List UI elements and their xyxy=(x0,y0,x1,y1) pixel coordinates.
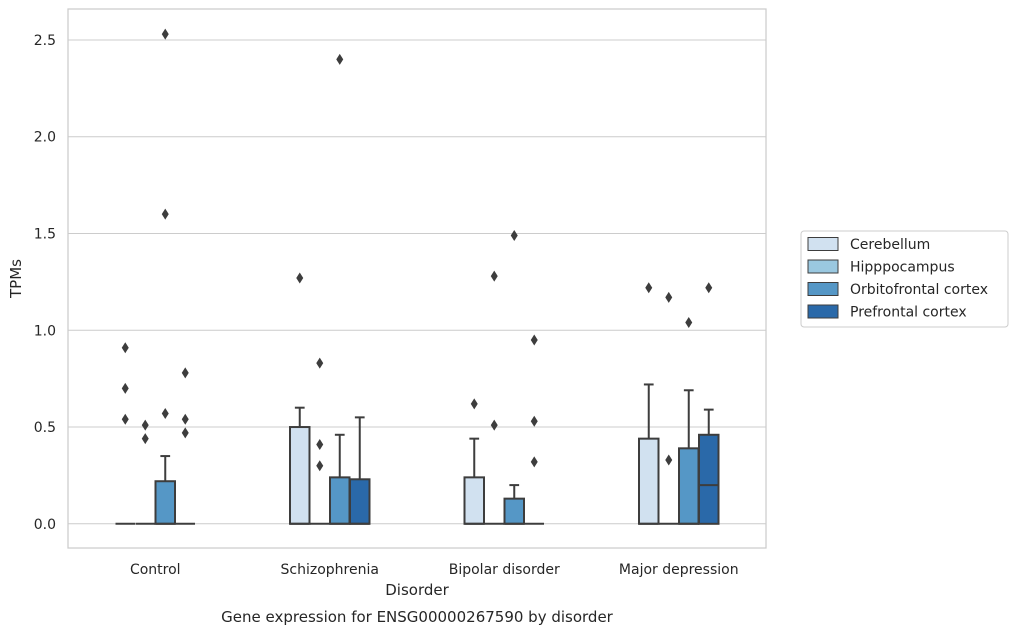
box-cerebellum-control xyxy=(115,342,135,525)
outlier-point xyxy=(141,433,149,445)
y-axis-ticks: 0.0 0.5 1.0 1.5 2.0 2.5 xyxy=(34,33,56,533)
box-prefrontal-cortex-major-depression xyxy=(698,282,720,525)
outlier-point xyxy=(316,357,324,369)
outlier-point xyxy=(121,382,129,394)
legend-label-cerebellum: Cerebellum xyxy=(850,237,930,253)
box-prefrontal-cortex-schizophrenia xyxy=(349,416,371,525)
box-orbitofrontal-cortex-major-depression xyxy=(678,317,700,525)
outlier-point xyxy=(296,272,304,284)
legend-swatch-orbitofrontal-cortex xyxy=(807,282,839,296)
outlier-point xyxy=(510,229,518,241)
outlier-point xyxy=(316,460,324,472)
outlier-point xyxy=(121,413,129,425)
outlier-point xyxy=(181,427,189,439)
box-prefrontal-cortex-bipolar-disorder xyxy=(524,334,544,525)
box-prefrontal-cortex-control xyxy=(175,367,195,525)
box-body xyxy=(154,480,176,525)
y-tick-label: 0.5 xyxy=(34,420,56,436)
grid-lines xyxy=(68,39,766,525)
box-plot-area xyxy=(115,28,720,525)
box-cerebellum-major-depression xyxy=(638,282,660,525)
legend-label-orbitofrontal-cortex: Orbitofrontal cortex xyxy=(850,282,988,298)
outlier-point xyxy=(705,282,713,294)
box-hipppocampus-control xyxy=(135,419,155,525)
plot-frame xyxy=(67,8,767,549)
box-body xyxy=(349,478,371,525)
box-body xyxy=(289,426,311,525)
box-hipppocampus-major-depression xyxy=(659,291,679,525)
outlier-point xyxy=(645,282,653,294)
legend-swatch-hipppocampus xyxy=(807,259,839,274)
outlier-point xyxy=(530,415,538,427)
outlier-point xyxy=(181,367,189,379)
legend: Cerebellum Hipppocampus Orbitofrontal cort… xyxy=(800,230,1009,328)
legend-label-hipppocampus: Hipppocampus xyxy=(850,260,955,276)
box-body xyxy=(698,433,720,525)
x-axis-ticks: Control Schizophrenia Bipolar disorder Majo… xyxy=(130,562,739,578)
outlier-point xyxy=(336,53,344,65)
box-body xyxy=(329,476,351,525)
outlier-point xyxy=(161,407,169,419)
outlier-point xyxy=(161,28,169,40)
box-cerebellum-bipolar-disorder xyxy=(463,398,485,525)
y-tick-label: 0.0 xyxy=(34,517,56,533)
y-tick-label: 2.5 xyxy=(34,33,56,49)
outlier-point xyxy=(316,438,324,450)
outlier-point xyxy=(121,342,129,354)
x-tick-label-major-depression: Major depression xyxy=(619,562,739,578)
legend-swatch-cerebellum xyxy=(807,237,839,251)
box-orbitofrontal-cortex-bipolar-disorder xyxy=(503,229,525,525)
x-axis-label: Disorder xyxy=(385,581,449,599)
box-body xyxy=(503,497,525,525)
legend-swatch-prefrontal-cortex xyxy=(807,304,839,319)
y-tick-label: 2.0 xyxy=(34,130,56,146)
outlier-point xyxy=(665,291,673,303)
box-orbitofrontal-cortex-schizophrenia xyxy=(329,53,351,525)
y-axis-label: TPMs xyxy=(7,259,25,299)
y-tick-label: 1.0 xyxy=(34,323,56,339)
x-tick-label-schizophrenia: Schizophrenia xyxy=(281,562,379,578)
legend-frame xyxy=(800,230,1009,328)
outlier-point xyxy=(685,317,693,329)
x-tick-label-bipolar-disorder: Bipolar disorder xyxy=(449,562,560,578)
y-tick-label: 1.5 xyxy=(34,227,56,243)
box-cerebellum-schizophrenia xyxy=(289,272,311,525)
box-orbitofrontal-cortex-control xyxy=(154,28,176,525)
box-body xyxy=(678,447,700,525)
outlier-point xyxy=(470,398,478,410)
chart-caption: Gene expression for ENSG00000267590 by d… xyxy=(221,608,614,626)
outlier-point xyxy=(665,454,673,466)
outlier-point xyxy=(490,419,498,431)
outlier-point xyxy=(530,334,538,346)
outlier-point xyxy=(530,456,538,468)
box-hipppocampus-bipolar-disorder xyxy=(484,270,504,525)
outlier-point xyxy=(161,208,169,220)
box-hipppocampus-schizophrenia xyxy=(310,357,330,525)
legend-label-prefrontal-cortex: Prefrontal cortex xyxy=(850,305,967,321)
x-tick-label-control: Control xyxy=(130,562,181,578)
box-body xyxy=(638,437,660,525)
box-body xyxy=(463,476,485,525)
outlier-point xyxy=(141,419,149,431)
outlier-point xyxy=(490,270,498,282)
outlier-point xyxy=(181,413,189,425)
